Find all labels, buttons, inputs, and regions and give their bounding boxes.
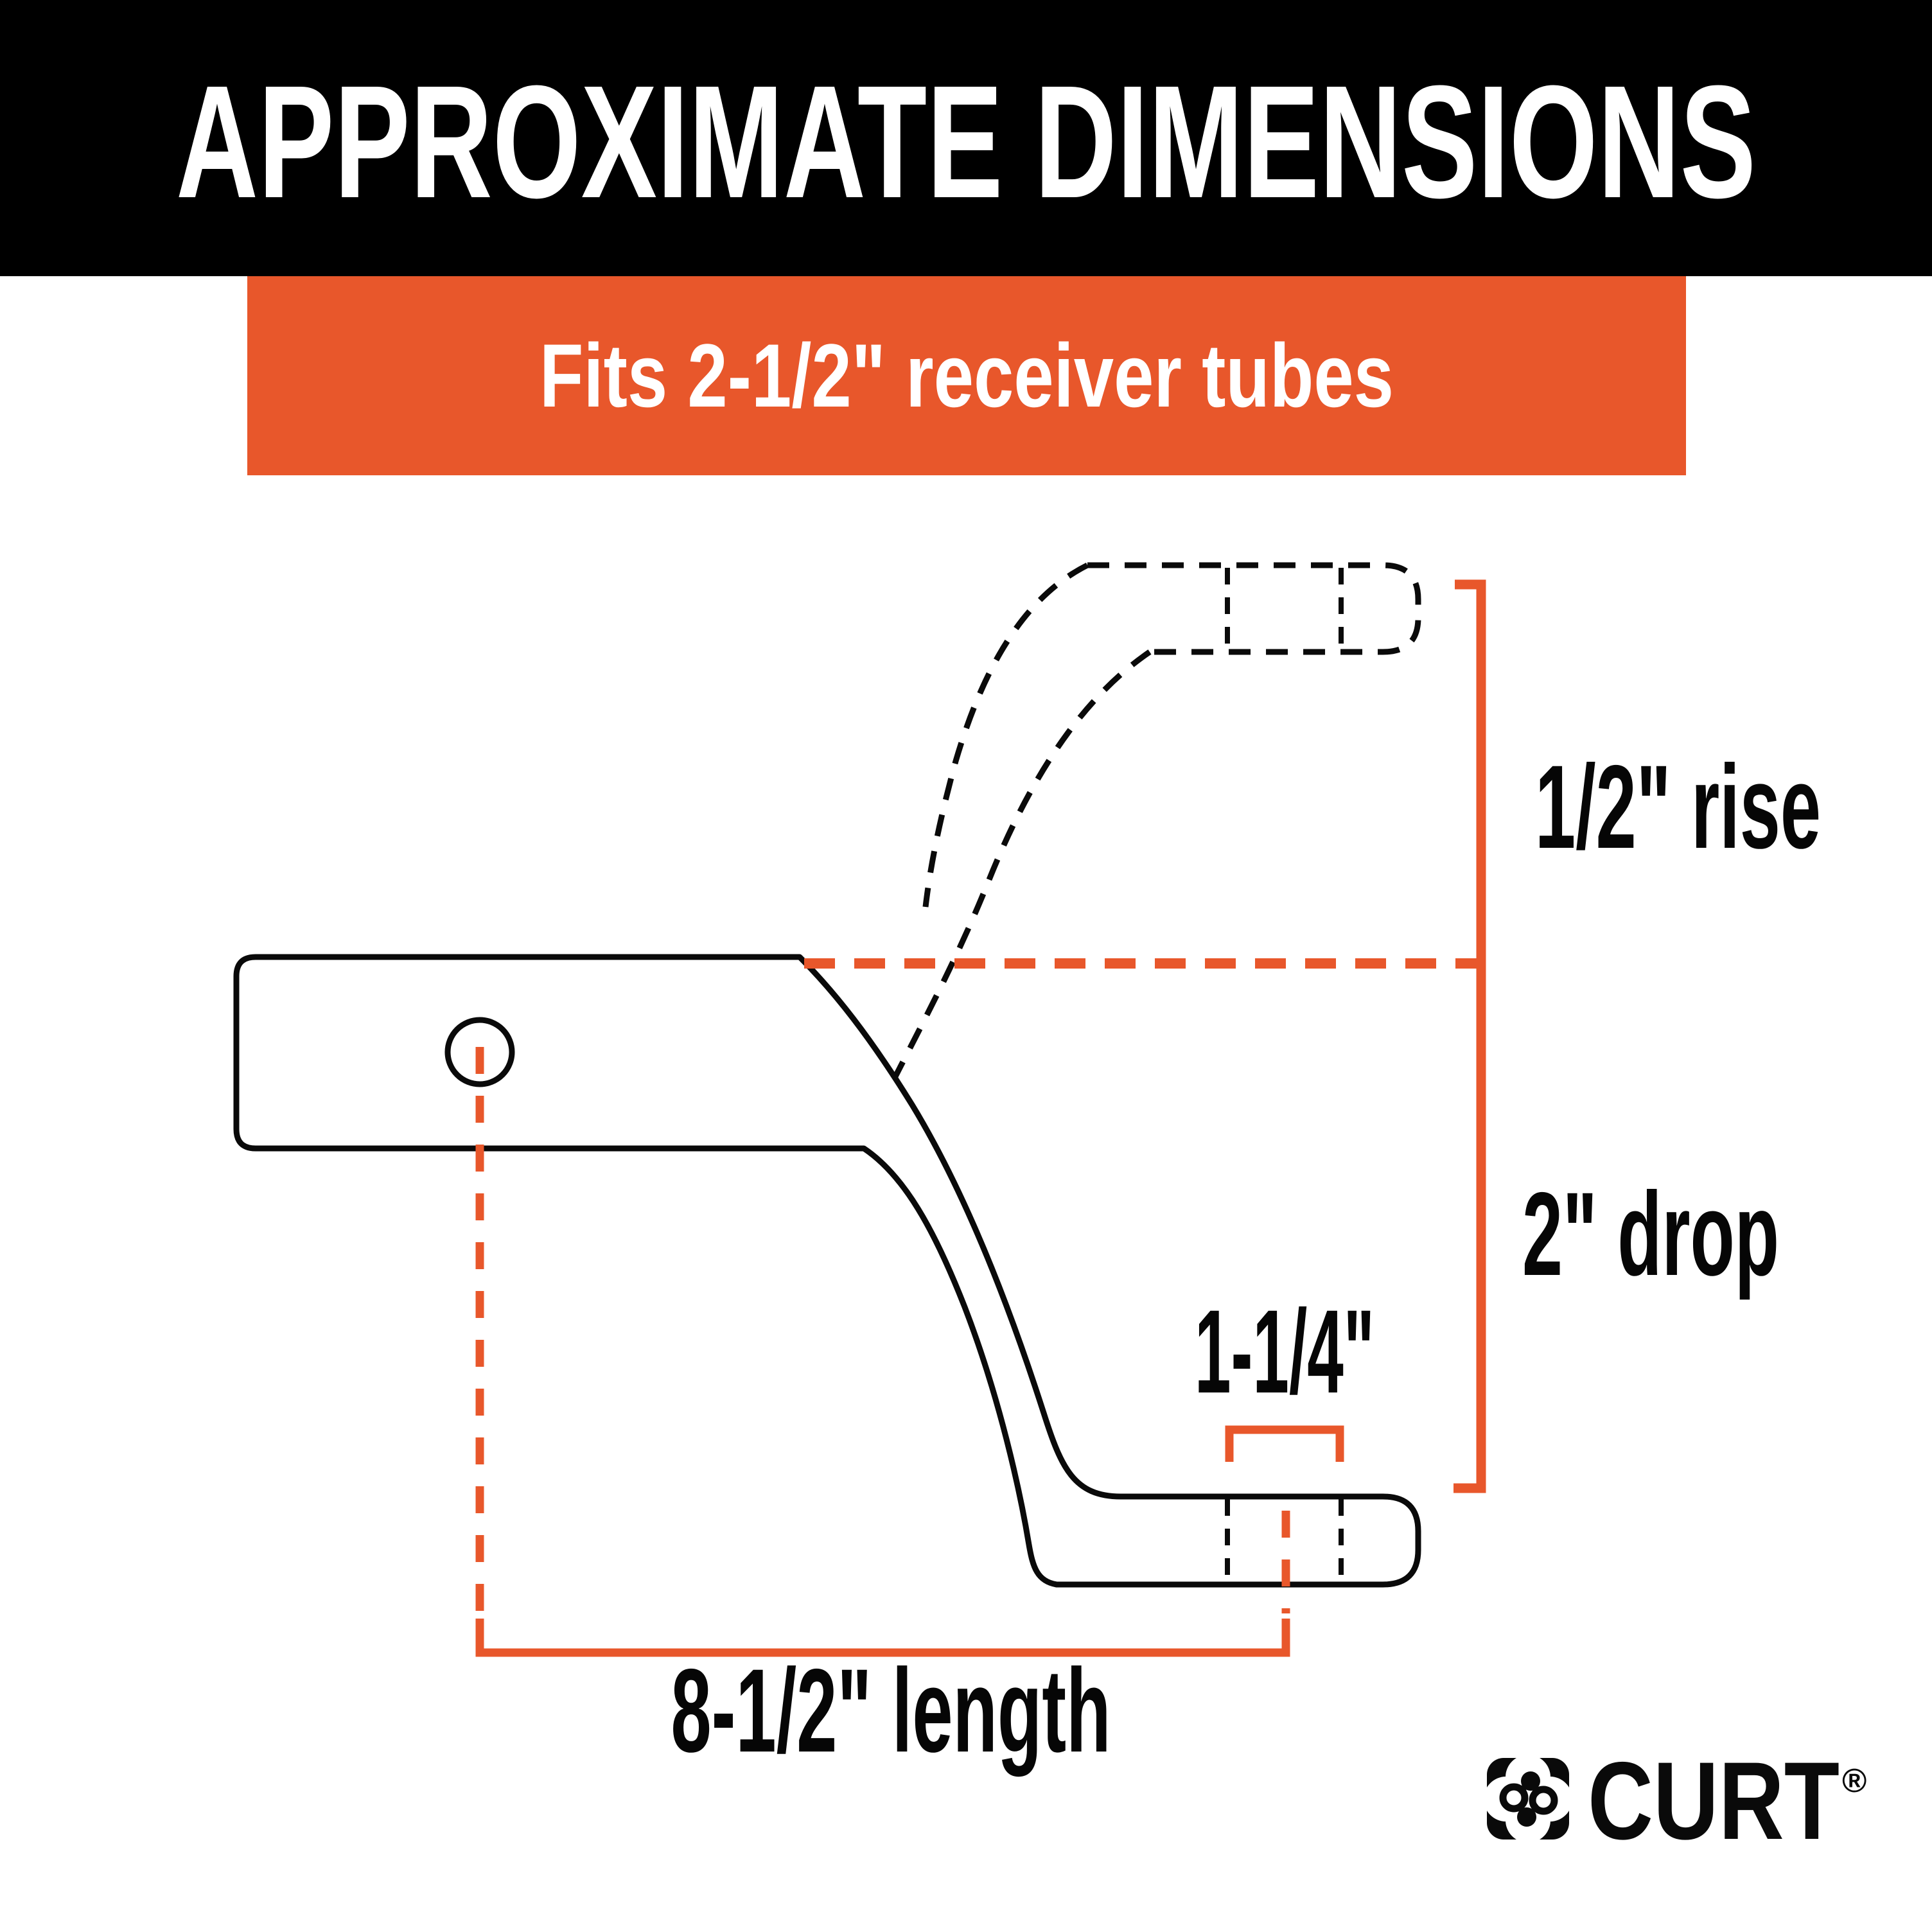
logo-link-bottom-dot [1517,1807,1536,1827]
page-title: APPROXIMATE DIMENSIONS [176,52,1756,231]
rise-label: 1/2" rise [1535,741,1821,874]
drop-ball-hole-marks [1225,1499,1344,1583]
rise-platform-outline [1087,562,1421,655]
rise-position-outline [891,562,1421,1081]
drop-position-outline [233,954,1421,1588]
banner-bar [247,276,1686,475]
hole-spacing-bracket [1225,1425,1344,1462]
rise-ball-hole-marks [1225,568,1344,650]
rise-upper-curve [922,562,1089,908]
rise-lower-curve [891,649,1152,1081]
banner-text: Fits 2-1/2" receiver tubes [540,325,1394,426]
logo-link-left-ring [1499,1783,1529,1813]
logo-link-joint-2 [1532,1786,1542,1796]
curt-wordmark: CURT [1588,1739,1840,1863]
rise-drop-dimension-line [1453,579,1486,1493]
logo-link-top-dot [1521,1771,1540,1791]
logo-link-right-ring [1529,1786,1558,1815]
logo-link-joint-1 [1516,1785,1527,1795]
dimension-lines [475,579,1486,1657]
curt-logo: CURT ® [1484,1739,1866,1863]
curt-logo-icon [1484,1755,1572,1843]
hole-spacing-label: 1-1/4" [1195,1286,1374,1418]
logo-link-joint-3 [1515,1803,1524,1812]
logo-link-joint-4 [1531,1803,1540,1812]
length-dimension-line [475,1619,1290,1657]
ball-mount-diagram: 1/2" rise 2" drop 1-1/4" 8-1/2" length [233,562,1821,1777]
registered-trademark-symbol: ® [1842,1762,1866,1800]
length-label: 8-1/2" length [671,1645,1111,1777]
header-bar [0,0,1932,276]
drop-label: 2" drop [1522,1168,1779,1301]
